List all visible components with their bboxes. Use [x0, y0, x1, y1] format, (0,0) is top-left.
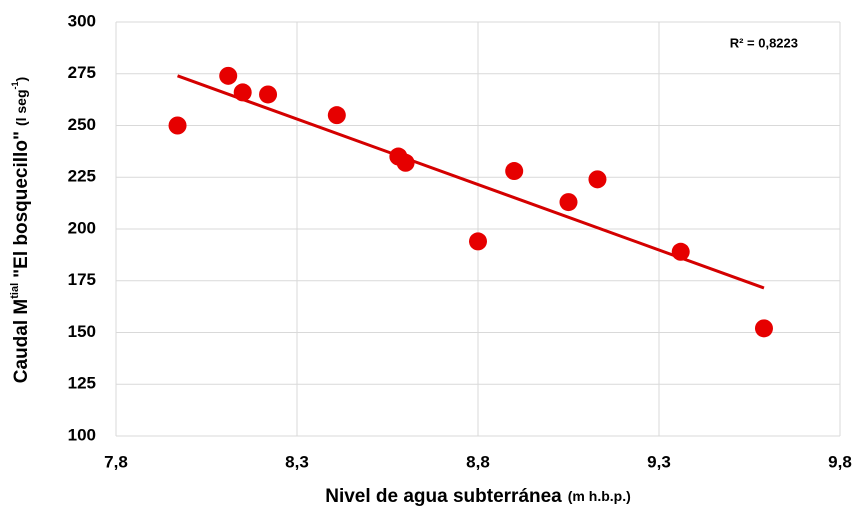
y-tick-label: 300: [68, 11, 96, 30]
y-tick-label: 225: [68, 167, 96, 186]
x-tick-label: 8,8: [466, 452, 490, 471]
y-tick-label: 275: [68, 63, 96, 82]
x-tick-label: 9,3: [647, 452, 671, 471]
x-title-main: Nivel de agua subterránea: [325, 486, 562, 507]
point: [233, 83, 252, 102]
point: [754, 319, 773, 338]
point: [259, 85, 278, 104]
point: [671, 242, 690, 261]
x-title-unit: (m h.b.p.): [568, 488, 631, 504]
y-tick-label: 125: [68, 374, 96, 393]
y-tick-label: 100: [68, 425, 96, 444]
y-tick-label: 150: [68, 322, 96, 341]
y-title-unit: (l seg: [13, 89, 29, 126]
y-axis-title: Caudal Mtial "El bosquecillo" (l seg-1): [9, 77, 32, 383]
trendline: [177, 74, 765, 290]
y-title-unit-end: ): [13, 77, 29, 82]
x-tick-label: 7,8: [104, 452, 128, 471]
point: [505, 162, 524, 181]
point: [396, 153, 415, 172]
point: [588, 170, 607, 189]
point: [327, 106, 346, 125]
y-tick-label: 200: [68, 218, 96, 237]
y-title-unit-sup: -1: [10, 81, 20, 89]
y-title-sup: tial: [9, 283, 21, 299]
y-title-main: Caudal M: [11, 299, 32, 383]
y-tick-label: 250: [68, 115, 96, 134]
x-tick-label: 8,3: [285, 452, 309, 471]
point: [559, 193, 578, 212]
y-tick-label: 175: [68, 270, 96, 289]
annotation: R² = 0,8223: [730, 35, 798, 50]
y-title-name: "El bosquecillo": [11, 131, 32, 278]
point: [168, 116, 187, 135]
x-axis-title: Nivel de agua subterránea (m h.b.p.): [325, 486, 631, 507]
point: [219, 66, 238, 85]
point: [469, 232, 487, 251]
x-tick-label: 9,8: [828, 452, 852, 471]
